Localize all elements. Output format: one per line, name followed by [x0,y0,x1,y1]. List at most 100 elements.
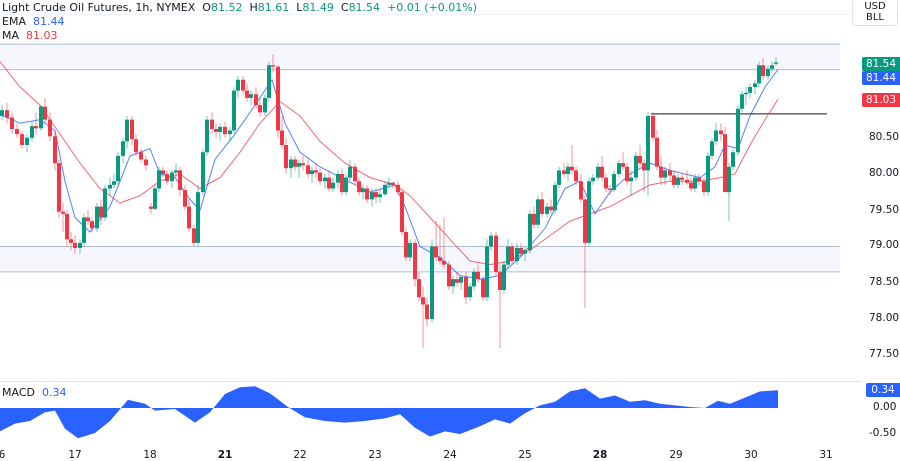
macd-tick: -0.50 [869,427,897,439]
candle-down [600,166,604,178]
high-label: H [249,1,258,14]
candle-down [99,206,103,218]
candle-up [361,188,365,193]
candle-up [727,166,731,193]
candle-up [116,155,120,182]
candle-down [608,188,612,190]
candle-up [451,279,455,287]
macd-area [0,386,778,439]
candle-down [421,297,425,305]
price-tick: 78.50 [869,276,900,288]
candle-up [344,177,348,193]
candle-down [245,90,249,98]
candle-up [39,106,43,129]
candle-up [748,87,752,93]
candle-up [25,137,29,145]
date-tick: 17 [68,449,82,461]
ma-price-tag: 81.03 [862,93,900,107]
candle-up [112,181,116,185]
candle-down [353,166,357,182]
candle-down [318,172,322,182]
date-tick: 6 [0,449,6,461]
candle-up [383,184,387,195]
date-tick: 28 [592,449,608,461]
candle-down [689,182,693,189]
candle-up [370,192,374,200]
date-tick: 31 [819,449,833,461]
candle-down [301,163,305,166]
candle-down [192,228,196,243]
candle-down [510,246,514,261]
candle-down [625,166,629,182]
symbol-title[interactable]: Light Crude Oil Futures, 1h, NYMEX [2,1,196,14]
macd-tick: 0.00 [873,401,897,413]
currency-line2: BLL [865,12,884,23]
candle-down [417,279,421,298]
candle-down [659,166,663,178]
candle-up [468,286,472,298]
candle-down [723,134,727,193]
candle-up [506,246,510,265]
candle-down [306,165,310,174]
candle-up [617,163,621,174]
candle-down [130,119,134,140]
candle-down [69,239,73,243]
candle-up [408,242,412,258]
candle-down [53,136,57,164]
ema-legend[interactable]: EMA 81.44 [2,15,477,29]
candle-down [34,126,38,129]
candle-up [612,174,616,190]
ema-price-tag: 81.44 [862,71,900,85]
candle-down [276,66,280,131]
date-tick: 18 [143,449,157,461]
candle-up [710,141,714,156]
candle-down [20,134,24,145]
candle-down [271,65,275,67]
candle-down [327,177,331,189]
candle-up [566,166,570,174]
candle-down [391,182,395,185]
macd-label: MACD [2,386,35,399]
candle-up [82,217,86,243]
ma-label: MA [2,29,20,42]
price-tick: 79.00 [869,239,900,251]
candle-up [218,126,222,132]
candle-up [331,182,335,189]
candle-down [210,119,214,130]
candle-up [744,92,748,95]
candle-down [494,235,498,272]
candle-down [685,179,689,183]
close-label: C [340,1,349,14]
candle-up [502,264,506,290]
date-tick: 22 [293,449,307,461]
candle-up [378,194,382,198]
price-tick: 80.00 [869,167,900,179]
candle-up [753,83,757,87]
candle-down [258,105,262,113]
candle-up [489,235,493,247]
candle-down [340,174,344,193]
candle-up [205,119,209,153]
candle-down [455,279,459,283]
candle-down [434,246,438,258]
candle-down [48,119,52,137]
candle-up [125,119,129,142]
candle-down [464,276,468,298]
candle-up [430,246,434,319]
candle-up [108,184,112,189]
macd-legend[interactable]: MACD 0.34 [2,386,66,399]
ma-legend[interactable]: MA 81.03 [2,29,477,43]
currency-unit-button[interactable]: USD BLL [852,0,898,26]
candle-up [232,90,236,131]
symbol-row: Light Crude Oil Futures, 1h, NYMEX O81.5… [2,1,477,15]
candle-down [149,206,153,209]
candle-up [766,68,770,77]
candle-up [153,188,157,209]
open-value: 81.52 [210,1,243,14]
candle-up [706,155,710,193]
close-value: 81.54 [348,1,381,14]
candle-down [5,110,9,118]
candle-up [485,246,489,298]
candle-up [228,130,232,135]
